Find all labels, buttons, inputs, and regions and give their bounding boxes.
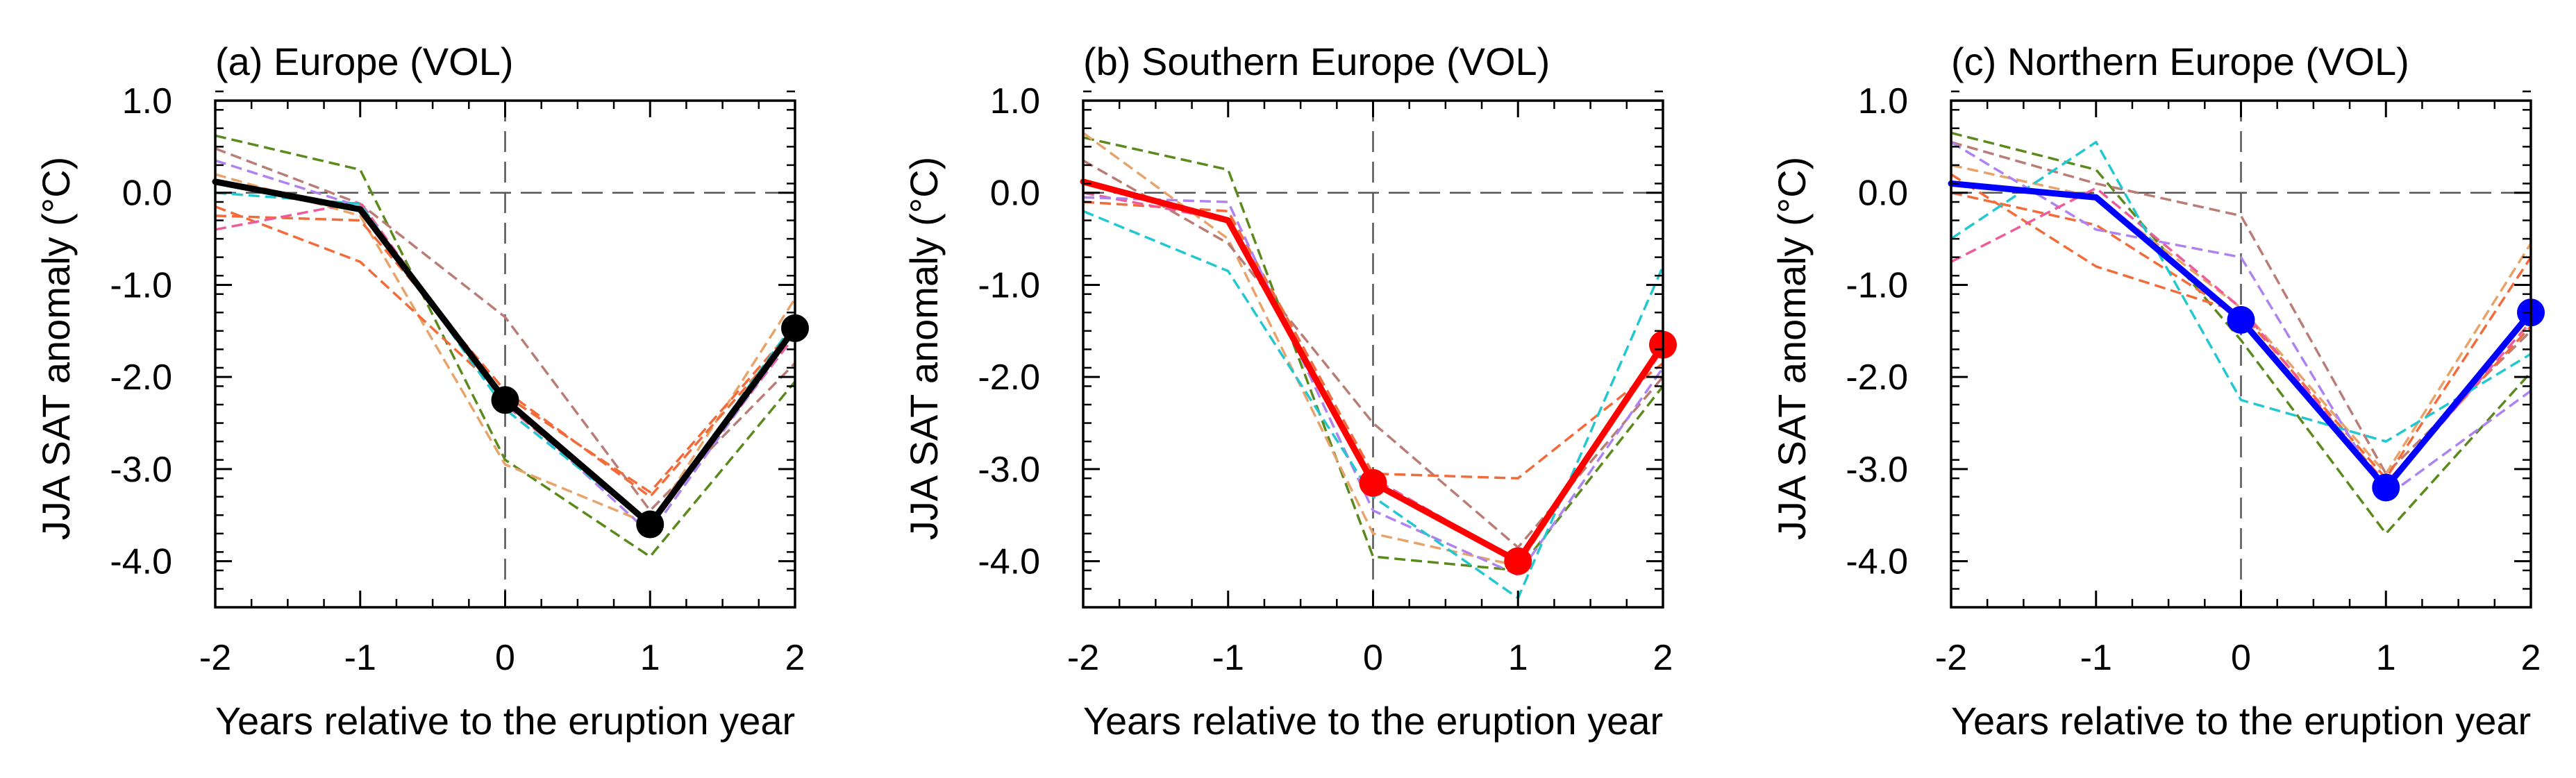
x-tick-label: -2 [1067, 638, 1099, 678]
x-tick-label: -2 [1935, 638, 1967, 678]
mean-marker-year-0 [491, 386, 519, 414]
y-axis-label: JJA SAT anomaly (°C) [902, 157, 946, 540]
y-tick-label: -1.0 [110, 265, 172, 305]
y-tick-label: -4.0 [110, 542, 172, 582]
y-axis-label: JJA SAT anomaly (°C) [1770, 157, 1814, 540]
y-tick-label: 0.0 [990, 174, 1040, 214]
mean-marker-year-0 [1359, 468, 1387, 497]
x-axis-label: Years relative to the eruption year [1083, 699, 1663, 743]
x-tick-label: 0 [1363, 638, 1383, 678]
x-tick-label: 1 [2376, 638, 2396, 678]
member-line-6 [1082, 196, 1664, 577]
x-tick-label: 1 [1508, 638, 1528, 678]
member-line-6 [1950, 141, 2532, 498]
x-tick-label: -1 [344, 638, 376, 678]
y-tick-label: -2.0 [978, 357, 1040, 398]
x-tick-label: 0 [2231, 638, 2251, 678]
y-tick-label: -4.0 [1846, 542, 1908, 582]
x-tick-label: -1 [1212, 638, 1244, 678]
panel-southern-europe: -2 -1 0 1 2 1.0 0.0 -1.0 -2.0 -3.0 -4.0 (b) Souther… [902, 40, 1677, 743]
mean-marker-year-1 [2372, 473, 2400, 502]
y-axis-label: JJA SAT anomaly (°C) [34, 157, 78, 540]
y-tick-label: -2.0 [1846, 357, 1908, 398]
mean-marker-year-0 [2227, 305, 2255, 334]
member-line-1 [215, 134, 796, 558]
x-tick-label: -2 [199, 638, 231, 678]
panel-northern-europe: -2 -1 0 1 2 1.0 0.0 -1.0 -2.0 -3.0 -4.0 (c) Norther… [1770, 40, 2545, 743]
y-tick-label: -3.0 [1846, 450, 1908, 490]
panel-europe: -2 -1 0 1 2 1.0 0.0 -1.0 -2.0 -3.0 -4.0 (a) Europe … [34, 40, 809, 743]
y-tick-label: -3.0 [110, 450, 172, 490]
x-tick-label: -1 [2080, 638, 2112, 678]
x-tick-label: 2 [785, 638, 805, 678]
y-tick-label: -1.0 [1846, 265, 1908, 305]
y-tick-label: 1.0 [1858, 81, 1908, 121]
member-line-1 [1950, 131, 2532, 535]
y-tick-label: -3.0 [978, 450, 1040, 490]
member-line-3 [1950, 164, 2532, 475]
panel-title: (b) Southern Europe (VOL) [1083, 40, 1550, 83]
mean-marker-year-1 [1504, 547, 1532, 575]
x-tick-label: 2 [1653, 638, 1673, 678]
x-tick-label: 2 [2521, 638, 2541, 678]
member-line-2 [1950, 141, 2532, 475]
panel-title: (c) Northern Europe (VOL) [1951, 40, 2409, 83]
y-tick-label: -2.0 [110, 357, 172, 398]
y-tick-label: 1.0 [990, 81, 1040, 121]
panel-title: (a) Europe (VOL) [215, 40, 514, 83]
member-line-2 [1082, 132, 1664, 568]
x-axis-label: Years relative to the eruption year [1951, 699, 2531, 743]
member-line-8 [1950, 140, 2532, 443]
mean-marker-year-1 [636, 510, 664, 539]
y-tick-label: 0.0 [122, 174, 172, 214]
x-axis-label: Years relative to the eruption year [215, 699, 795, 743]
member-line-1 [1082, 136, 1664, 572]
y-tick-label: -1.0 [978, 265, 1040, 305]
x-tick-label: 0 [495, 638, 515, 678]
member-line-4 [1082, 201, 1664, 480]
y-tick-label: 0.0 [1858, 174, 1908, 214]
y-tick-label: 1.0 [122, 81, 172, 121]
member-line-2 [215, 147, 796, 512]
x-tick-label: 1 [640, 638, 660, 678]
y-tick-label: -4.0 [978, 542, 1040, 582]
